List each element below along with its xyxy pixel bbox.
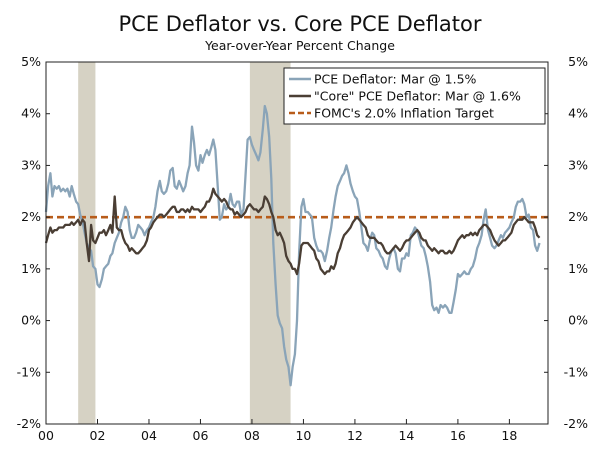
recession-bands [78, 62, 291, 424]
series-line-0 [44, 104, 541, 387]
y-tick-left-label-2: 0% [21, 313, 41, 328]
x-tick-label-5: 10 [295, 428, 311, 443]
y-tick-left-label-1: -1% [17, 364, 41, 379]
legend-label-1: "Core" PCE Deflator: Mar @ 1.6% [314, 89, 521, 104]
chart-subtitle: Year-over-Year Percent Change [204, 38, 395, 53]
y-tick-left-label-6: 4% [21, 106, 41, 121]
y-tick-right-label-2: 0% [568, 313, 588, 328]
y-tick-right-label-5: 3% [568, 157, 588, 172]
y-tick-right-label-4: 2% [568, 209, 588, 224]
y-tick-right-label-0: -2% [564, 416, 588, 431]
x-tick-label-4: 08 [244, 428, 260, 443]
series-layer [44, 104, 541, 387]
y-tick-right-label-6: 4% [568, 106, 588, 121]
x-axis: 00 02 04 06 08 10 12 14 16 18 [38, 419, 517, 443]
x-tick-label-6: 12 [347, 428, 363, 443]
legend: PCE Deflator: Mar @ 1.5% "Core" PCE Defla… [283, 67, 546, 125]
y-tick-left-label-4: 2% [21, 209, 41, 224]
y-tick-left-label-0: -2% [17, 416, 41, 431]
legend-label-2: FOMC's 2.0% Inflation Target [314, 106, 494, 121]
x-tick-label-3: 06 [193, 428, 209, 443]
x-tick-label-8: 16 [450, 428, 466, 443]
x-tick-label-2: 04 [141, 428, 157, 443]
x-tick-label-1: 02 [90, 428, 106, 443]
y-tick-right-label-3: 1% [568, 261, 588, 276]
y-tick-left-label-3: 1% [21, 261, 41, 276]
legend-label-0: PCE Deflator: Mar @ 1.5% [314, 72, 477, 87]
legend-box [283, 67, 546, 125]
y-axis-left: -2% -1% 0% 1% 2% 3% 4% 5% [17, 54, 50, 431]
plot-frame [45, 61, 549, 425]
x-tick-label-9: 18 [501, 428, 517, 443]
y-tick-right-label-7: 5% [568, 54, 588, 69]
chart-title: PCE Deflator vs. Core PCE Deflator [118, 12, 481, 36]
y-tick-left-label-5: 3% [21, 157, 41, 172]
x-tick-label-0: 00 [38, 428, 54, 443]
y-axis-right: -2% -1% 0% 1% 2% 3% 4% 5% [544, 54, 588, 431]
x-tick-label-7: 14 [398, 428, 414, 443]
y-tick-right-label-1: -1% [564, 364, 588, 379]
y-tick-left-label-7: 5% [21, 54, 41, 69]
series-line-1 [44, 187, 541, 276]
